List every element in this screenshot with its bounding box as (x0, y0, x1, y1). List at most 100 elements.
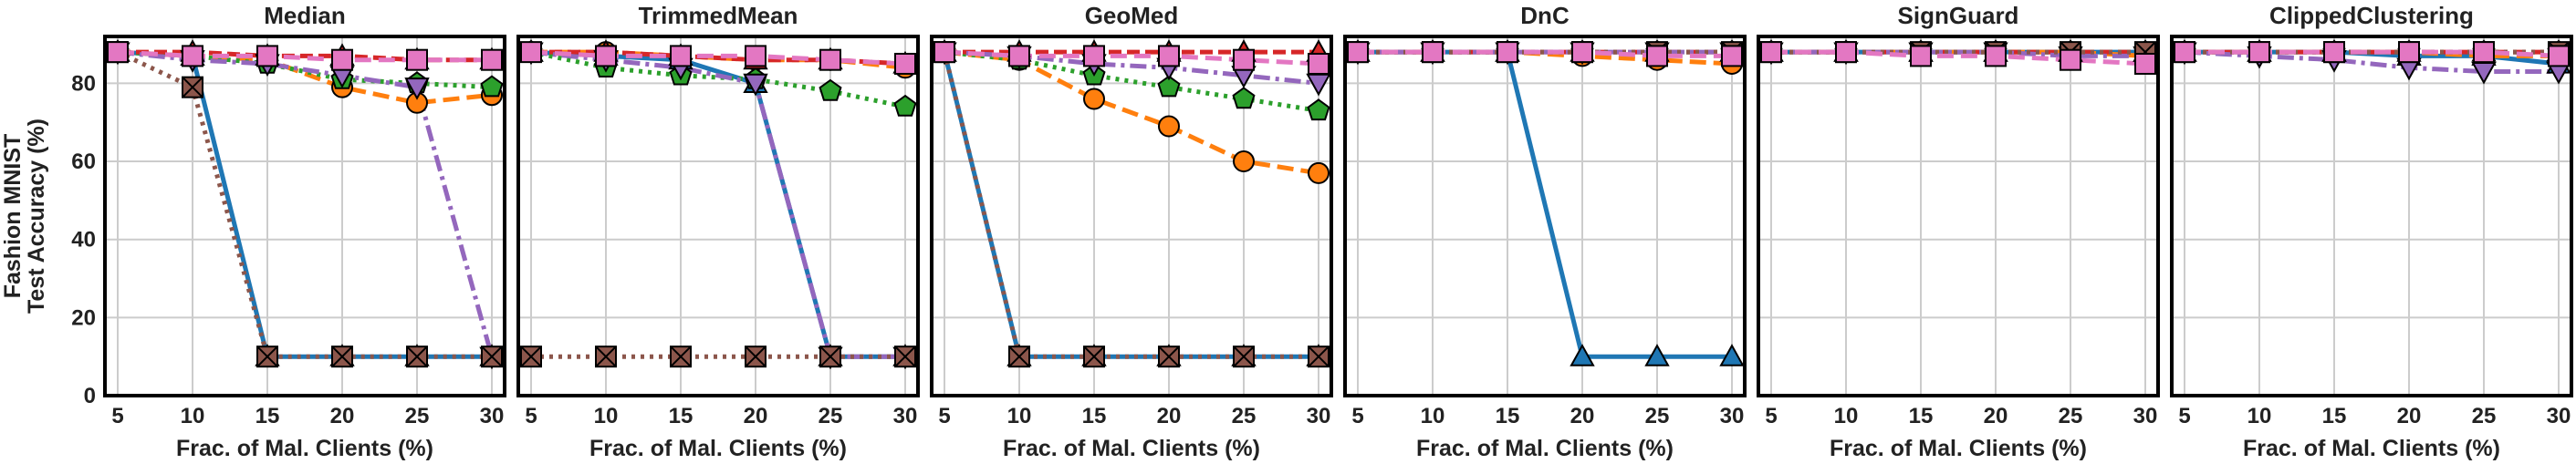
data-point (1008, 345, 1030, 368)
x-tick-label: 5 (525, 404, 537, 428)
x-tick-label: 15 (256, 404, 280, 428)
y-tick-label: 40 (71, 228, 96, 253)
data-point (819, 345, 841, 368)
x-tick-label: 15 (1496, 404, 1520, 428)
x-tick-label: 10 (1421, 404, 1445, 428)
data-point (894, 345, 916, 368)
panel-title: ClippedClustering (2269, 2, 2474, 29)
y-tick-label: 0 (84, 384, 96, 408)
data-point (2398, 41, 2420, 64)
x-tick-label: 10 (2247, 404, 2272, 428)
panel-title: TrimmedMean (639, 2, 798, 29)
data-point (1644, 344, 1670, 366)
panel-title: DnC (1520, 2, 1570, 29)
x-tick-label: 5 (938, 404, 950, 428)
data-point (1157, 75, 1181, 98)
data-point (1910, 45, 1932, 67)
data-point (331, 345, 353, 368)
x-tick-label: 15 (669, 404, 694, 428)
x-tick-label: 30 (2547, 404, 2571, 428)
data-point (1008, 45, 1030, 67)
data-point (1497, 41, 1518, 64)
panels: Median 0 20 40 60 80 5 10 15 20 25 30 Frac. of Mal. … (71, 2, 2573, 461)
x-tick-label: 30 (480, 404, 505, 428)
x-tick-label: 10 (181, 404, 205, 428)
x-tick-label: 20 (1157, 404, 1182, 428)
panel-title: SignGuard (1898, 2, 2019, 29)
x-tick-label: 25 (2059, 404, 2083, 428)
x-axis-label: Frac. of Mal. Clients (%) (1003, 436, 1260, 461)
data-point (2473, 41, 2495, 64)
data-point (1422, 41, 1444, 64)
data-point (933, 41, 955, 64)
x-tick-label: 20 (330, 404, 355, 428)
plot-frame (1343, 35, 1747, 397)
panel: GeoMed 5 10 15 20 25 30 Frac. of Mal. Clients (… (930, 2, 1333, 461)
panel: ClippedClustering 5 10 15 20 25 30 Frac. of Mal… (2170, 2, 2573, 461)
x-tick-label: 15 (2322, 404, 2347, 428)
x-tick-label: 25 (819, 404, 843, 428)
x-tick-label: 20 (1984, 404, 2008, 428)
y-tick-label: 80 (71, 71, 96, 96)
data-point (2134, 52, 2156, 75)
data-point (1158, 345, 1180, 368)
data-point (1307, 98, 1330, 121)
panel-title: Median (264, 2, 346, 29)
data-point (2323, 41, 2345, 64)
data-point (1233, 48, 1255, 71)
series-line (2185, 49, 2560, 58)
x-tick-label: 25 (405, 404, 430, 428)
data-point (595, 45, 617, 67)
x-tick-label: 30 (1307, 404, 1331, 428)
data-point (2248, 41, 2270, 64)
data-point (743, 73, 768, 97)
data-point (1646, 45, 1668, 67)
data-point (481, 345, 503, 368)
panel: Median 0 20 40 60 80 5 10 15 20 25 30 Frac. of Mal. … (71, 2, 506, 461)
series-line (944, 49, 1319, 176)
series-line (2184, 49, 2559, 74)
x-tick-label: 30 (1720, 404, 1745, 428)
data-point (2548, 45, 2570, 67)
x-tick-label: 25 (1645, 404, 1670, 428)
series-line (530, 49, 905, 359)
data-point (745, 345, 767, 368)
data-point (256, 45, 278, 67)
series-line (530, 49, 905, 359)
data-point (595, 345, 617, 368)
data-point (406, 345, 428, 368)
y-axis-label-line: Test Accuracy (%) (24, 119, 49, 314)
x-tick-label: 20 (744, 404, 768, 428)
x-tick-label: 15 (1909, 404, 1934, 428)
x-tick-label: 30 (893, 404, 918, 428)
series-line (116, 49, 492, 359)
panel: DnC 5 10 15 20 25 30 Frac. of Mal. Clients (%) (1343, 2, 1747, 461)
plot-frame (103, 35, 506, 397)
x-tick-label: 20 (1570, 404, 1595, 428)
data-point (406, 48, 428, 71)
x-axis-label: Frac. of Mal. Clients (%) (1416, 436, 1674, 461)
series-line (530, 49, 906, 67)
x-tick-label: 5 (1351, 404, 1363, 428)
x-axis-label: Frac. of Mal. Clients (%) (2243, 436, 2500, 461)
data-point (1719, 344, 1745, 366)
data-point (480, 75, 504, 98)
x-tick-label: 5 (111, 404, 123, 428)
data-point (1570, 344, 1595, 366)
x-tick-label: 30 (2133, 404, 2158, 428)
data-point (1308, 161, 1330, 184)
data-point (1232, 87, 1256, 109)
data-point (1571, 41, 1593, 64)
data-point (1308, 52, 1330, 75)
series-line (117, 49, 492, 359)
data-point (893, 94, 917, 117)
data-point (1158, 45, 1180, 67)
data-point (1985, 45, 2007, 67)
series-line (1771, 49, 2146, 67)
data-point (894, 52, 916, 75)
data-point (2174, 41, 2195, 64)
series-line (117, 49, 495, 357)
plot-frame (516, 35, 920, 397)
